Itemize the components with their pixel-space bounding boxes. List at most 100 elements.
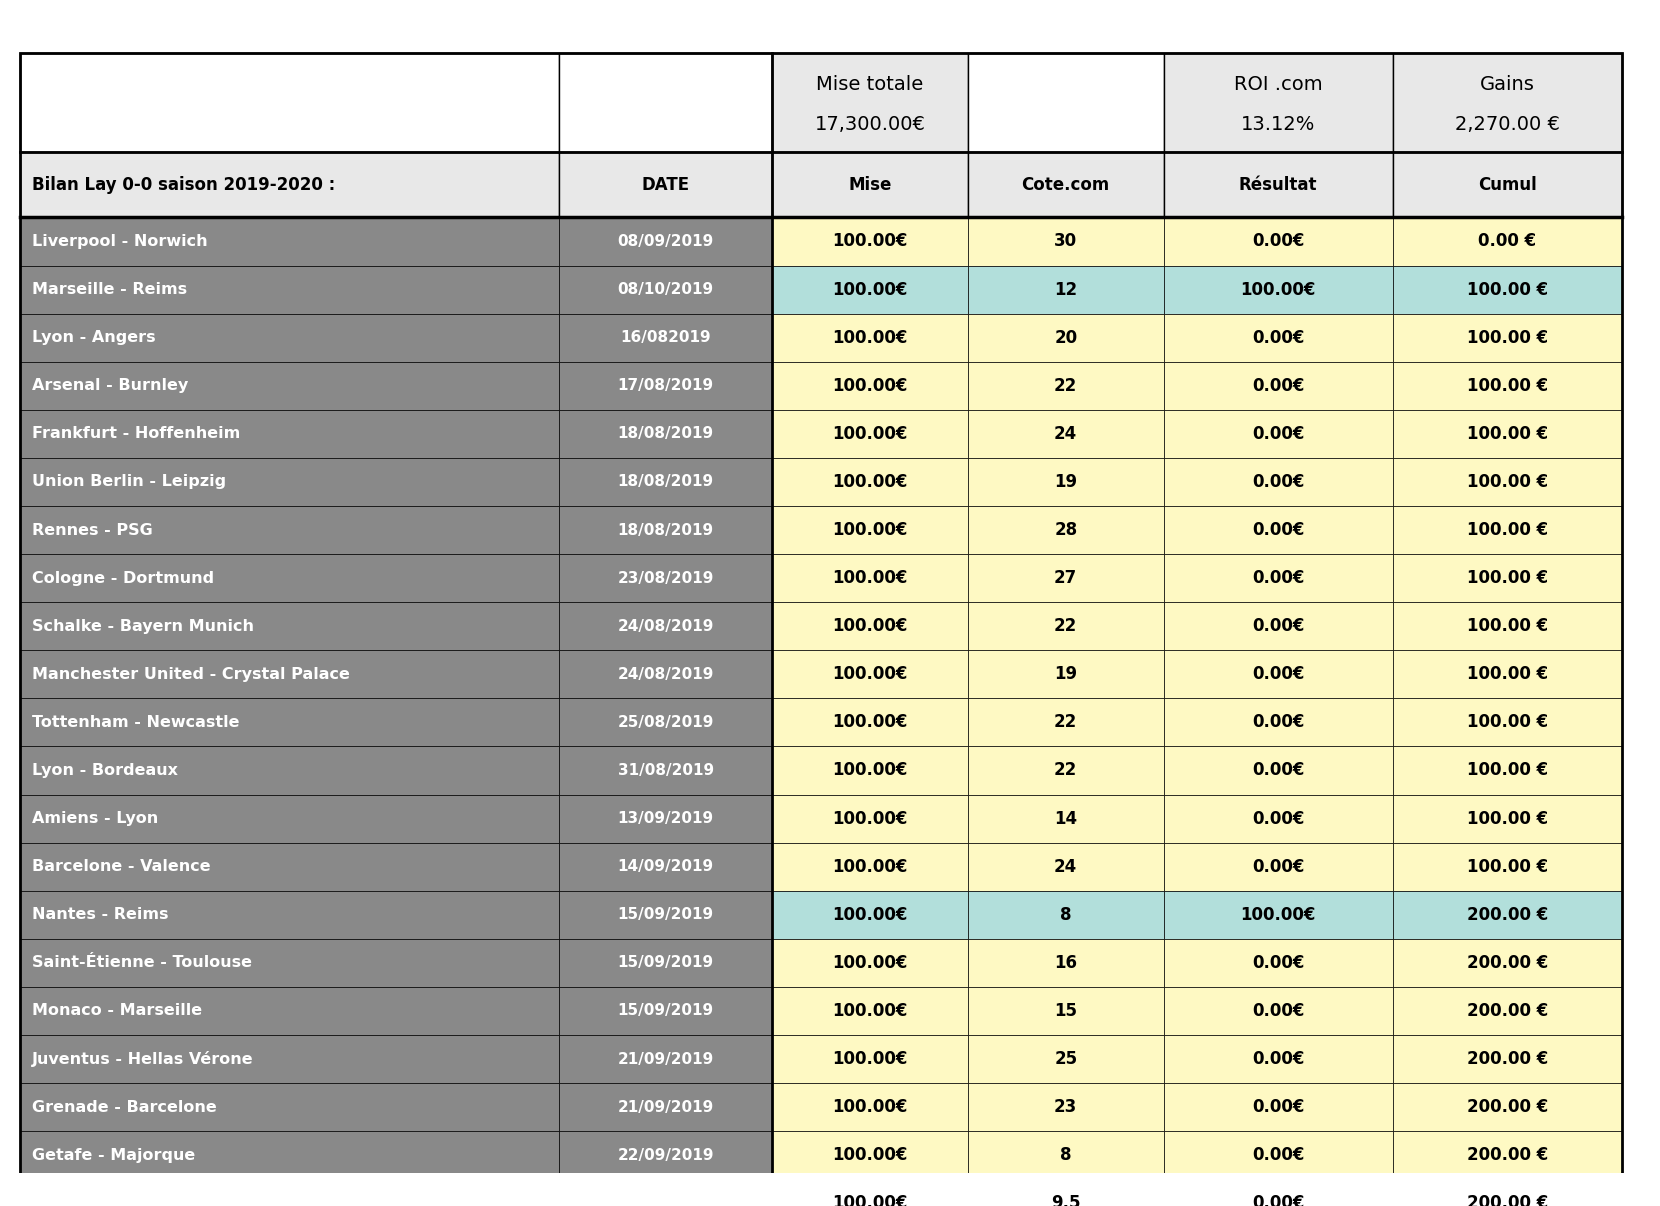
Bar bbox=[1393, 1179, 1622, 1206]
Bar bbox=[559, 410, 772, 458]
Bar bbox=[968, 650, 1164, 698]
Bar bbox=[772, 53, 968, 152]
Text: 200.00 €: 200.00 € bbox=[1467, 954, 1547, 972]
Bar bbox=[1393, 747, 1622, 795]
Text: 200.00 €: 200.00 € bbox=[1467, 1050, 1547, 1069]
Bar bbox=[1393, 1035, 1622, 1083]
Text: 100.00 €: 100.00 € bbox=[1467, 857, 1547, 876]
Text: Résultat: Résultat bbox=[1238, 176, 1318, 194]
Text: Cologne - Dortmund: Cologne - Dortmund bbox=[32, 570, 214, 586]
Text: 18/08/2019: 18/08/2019 bbox=[618, 522, 714, 538]
Text: 23: 23 bbox=[1054, 1099, 1077, 1116]
Text: 100.00 €: 100.00 € bbox=[1467, 473, 1547, 491]
Text: 0.00€: 0.00€ bbox=[1252, 233, 1305, 251]
Text: 100.00 €: 100.00 € bbox=[1467, 569, 1547, 587]
Text: 100.00€: 100.00€ bbox=[832, 233, 908, 251]
Bar bbox=[968, 1131, 1164, 1179]
Text: 0.00 €: 0.00 € bbox=[1477, 233, 1537, 251]
Bar bbox=[20, 843, 559, 891]
Bar bbox=[20, 152, 559, 217]
Text: 12: 12 bbox=[1054, 281, 1077, 299]
Bar bbox=[1393, 698, 1622, 747]
Bar bbox=[559, 362, 772, 410]
Text: 24/08/2019: 24/08/2019 bbox=[618, 667, 714, 681]
Bar bbox=[559, 1179, 772, 1206]
Text: 200.00 €: 200.00 € bbox=[1467, 1099, 1547, 1116]
Text: Espanyol - Sociedad: Espanyol - Sociedad bbox=[32, 1196, 212, 1206]
Text: 8: 8 bbox=[1061, 1146, 1071, 1164]
Text: 100.00 €: 100.00 € bbox=[1467, 666, 1547, 684]
Bar bbox=[1164, 217, 1393, 265]
Text: 100.00€: 100.00€ bbox=[832, 809, 908, 827]
Bar bbox=[20, 314, 559, 362]
Bar bbox=[1164, 795, 1393, 843]
Text: 0.00€: 0.00€ bbox=[1252, 809, 1305, 827]
Bar bbox=[20, 938, 559, 987]
Text: 100.00 €: 100.00 € bbox=[1467, 376, 1547, 394]
Bar bbox=[968, 843, 1164, 891]
Text: 100.00€: 100.00€ bbox=[832, 761, 908, 779]
Text: 22: 22 bbox=[1054, 617, 1077, 636]
Bar bbox=[1393, 152, 1622, 217]
Bar bbox=[559, 938, 772, 987]
Bar bbox=[772, 314, 968, 362]
Bar bbox=[559, 987, 772, 1035]
Bar bbox=[1164, 362, 1393, 410]
Text: 0.00€: 0.00€ bbox=[1252, 1050, 1305, 1069]
Text: 100.00 €: 100.00 € bbox=[1467, 809, 1547, 827]
Bar bbox=[559, 53, 772, 152]
Bar bbox=[1393, 602, 1622, 650]
Text: 100.00€: 100.00€ bbox=[832, 906, 908, 924]
Bar bbox=[1164, 1083, 1393, 1131]
Text: 100.00€: 100.00€ bbox=[832, 1002, 908, 1020]
Bar bbox=[1393, 987, 1622, 1035]
Text: 100.00€: 100.00€ bbox=[1240, 281, 1316, 299]
Text: 22: 22 bbox=[1054, 376, 1077, 394]
Bar bbox=[559, 795, 772, 843]
Bar bbox=[20, 891, 559, 938]
Bar bbox=[968, 507, 1164, 554]
Text: Gains: Gains bbox=[1479, 75, 1536, 94]
Bar bbox=[772, 891, 968, 938]
Bar bbox=[1393, 410, 1622, 458]
Text: 100.00 €: 100.00 € bbox=[1467, 281, 1547, 299]
Text: 15/09/2019: 15/09/2019 bbox=[618, 907, 714, 923]
Text: 9,5: 9,5 bbox=[1051, 1194, 1081, 1206]
Bar bbox=[1164, 747, 1393, 795]
Text: 100.00 €: 100.00 € bbox=[1467, 329, 1547, 346]
Bar bbox=[20, 1083, 559, 1131]
Text: 0.00€: 0.00€ bbox=[1252, 954, 1305, 972]
Text: Liverpool - Norwich: Liverpool - Norwich bbox=[32, 234, 208, 248]
Bar bbox=[772, 1179, 968, 1206]
Text: 25: 25 bbox=[1054, 1050, 1077, 1069]
Text: 15/09/2019: 15/09/2019 bbox=[618, 1003, 714, 1018]
Bar bbox=[968, 1083, 1164, 1131]
Bar bbox=[20, 217, 559, 265]
Text: 100.00€: 100.00€ bbox=[832, 1050, 908, 1069]
Text: Nantes - Reims: Nantes - Reims bbox=[32, 907, 168, 923]
Bar bbox=[968, 217, 1164, 265]
Text: 24: 24 bbox=[1054, 425, 1077, 443]
Text: 200.00 €: 200.00 € bbox=[1467, 1146, 1547, 1164]
Bar bbox=[968, 53, 1164, 152]
Bar bbox=[1393, 938, 1622, 987]
Text: 100.00€: 100.00€ bbox=[832, 1194, 908, 1206]
Bar bbox=[20, 362, 559, 410]
Bar bbox=[1164, 987, 1393, 1035]
Text: 13.12%: 13.12% bbox=[1242, 115, 1315, 134]
Bar bbox=[772, 507, 968, 554]
Bar bbox=[772, 1083, 968, 1131]
Bar bbox=[1393, 1083, 1622, 1131]
Text: DATE: DATE bbox=[642, 176, 689, 194]
Text: 08/09/2019: 08/09/2019 bbox=[618, 234, 714, 248]
Bar bbox=[1164, 265, 1393, 314]
Text: 25/08/2019: 25/08/2019 bbox=[618, 715, 714, 730]
Bar bbox=[968, 152, 1164, 217]
Bar bbox=[968, 938, 1164, 987]
Text: 0.00€: 0.00€ bbox=[1252, 425, 1305, 443]
Text: 2,270.00 €: 2,270.00 € bbox=[1454, 115, 1560, 134]
Bar bbox=[772, 747, 968, 795]
Text: 0.00€: 0.00€ bbox=[1252, 1002, 1305, 1020]
Bar bbox=[1393, 314, 1622, 362]
Text: 14: 14 bbox=[1054, 809, 1077, 827]
